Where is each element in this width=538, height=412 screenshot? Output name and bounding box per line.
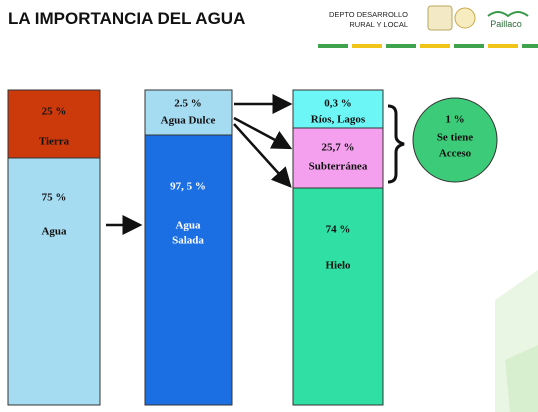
- segment: [7, 89, 101, 159]
- brace: [387, 104, 405, 184]
- org-line: RURAL Y LOCAL: [349, 20, 408, 29]
- brand: Paillaco: [490, 19, 522, 29]
- segment-value: 25,7 %: [322, 142, 355, 154]
- header-rule: [318, 44, 538, 48]
- title: LA IMPORTANCIA DEL AGUA: [8, 9, 245, 28]
- segment: [292, 127, 384, 189]
- segment: [7, 157, 101, 406]
- segment: [144, 89, 233, 136]
- segment-value: 97, 5 %: [170, 181, 206, 193]
- segment-label: Hielo: [325, 260, 351, 272]
- segment-label: Subterránea: [309, 161, 368, 173]
- circle-value: 1 %: [445, 114, 464, 126]
- segment-value: 2.5 %: [174, 98, 202, 110]
- segment-label: Salada: [172, 235, 204, 247]
- segment-label: Agua: [175, 220, 201, 232]
- segment-value: 75 %: [42, 192, 67, 204]
- segment-label: Ríos, Lagos: [311, 114, 366, 126]
- org-line: DEPTO DESARROLLO: [329, 10, 408, 19]
- circle-label: Se tiene: [437, 132, 473, 144]
- arrow: [233, 123, 292, 188]
- logo: [427, 5, 453, 31]
- segment-value: 0,3 %: [324, 98, 352, 110]
- arrow: [233, 116, 293, 150]
- segment-label: Agua Dulce: [161, 115, 216, 127]
- segment-label: Tierra: [39, 136, 70, 148]
- logo: [454, 7, 476, 29]
- segment: [144, 134, 233, 406]
- circle-label: Acceso: [439, 148, 472, 160]
- logo: [487, 11, 529, 18]
- segment-label: Agua: [41, 226, 67, 238]
- circle: [412, 97, 498, 183]
- segment-value: 25 %: [42, 106, 67, 118]
- decor: [505, 345, 538, 412]
- segment-value: 74 %: [326, 224, 351, 236]
- segment: [292, 187, 384, 406]
